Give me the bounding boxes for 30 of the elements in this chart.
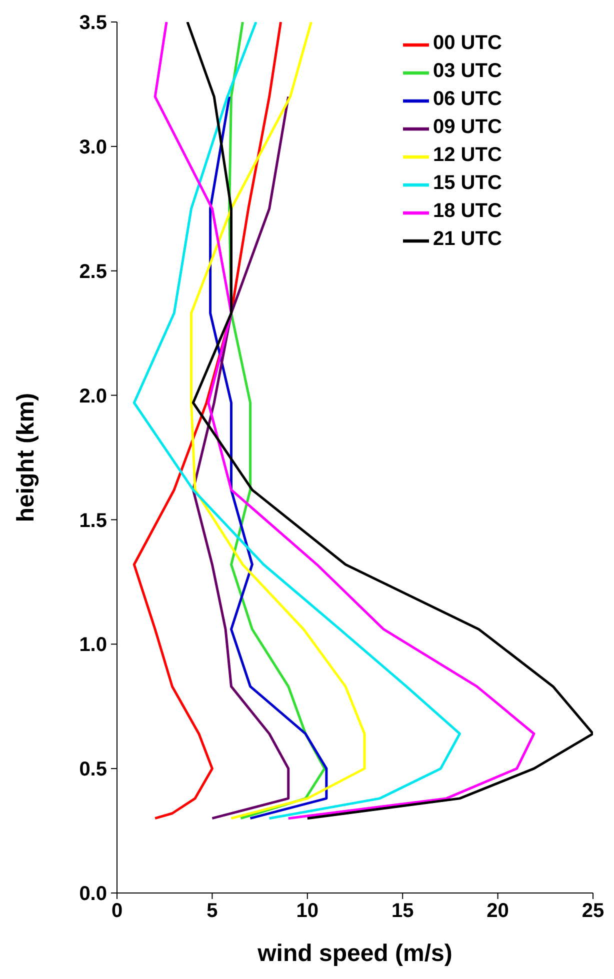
x-tick-label: 20 bbox=[486, 900, 509, 922]
x-tick-label: 10 bbox=[296, 900, 319, 922]
x-tick-label: 25 bbox=[582, 900, 604, 922]
x-tick-label: 15 bbox=[391, 900, 414, 922]
y-tick-label: 3.5 bbox=[79, 12, 107, 34]
line-series bbox=[132, 22, 461, 820]
line-series bbox=[186, 22, 593, 820]
x-tick-label: 5 bbox=[206, 900, 218, 922]
y-tick-label: 0.5 bbox=[79, 758, 107, 781]
x-axis-title: wind speed (m/s) bbox=[256, 940, 452, 967]
y-tick-label: 1.0 bbox=[79, 634, 107, 656]
y-axis-title: height (km) bbox=[12, 392, 40, 522]
line-series bbox=[154, 22, 536, 820]
legend-label: 21 UTC bbox=[433, 228, 502, 250]
y-tick-label: 0.0 bbox=[79, 883, 107, 906]
legend-label: 12 UTC bbox=[433, 144, 502, 166]
line-series bbox=[192, 95, 290, 820]
line-series bbox=[190, 22, 366, 820]
legend-label: 03 UTC bbox=[433, 60, 502, 82]
legend-label: 18 UTC bbox=[433, 200, 502, 222]
legend-label: 00 UTC bbox=[433, 32, 502, 54]
y-tick-label: 2.0 bbox=[79, 385, 107, 408]
y-tick-label: 3.0 bbox=[79, 136, 107, 159]
x-tick-label: 0 bbox=[111, 900, 123, 922]
legend-label: 15 UTC bbox=[433, 172, 502, 194]
y-tick-label: 2.5 bbox=[79, 260, 107, 283]
line-series bbox=[209, 95, 328, 820]
legend-label: 09 UTC bbox=[433, 116, 502, 138]
y-tick-label: 1.5 bbox=[79, 510, 107, 532]
legend-label: 06 UTC bbox=[433, 88, 502, 110]
